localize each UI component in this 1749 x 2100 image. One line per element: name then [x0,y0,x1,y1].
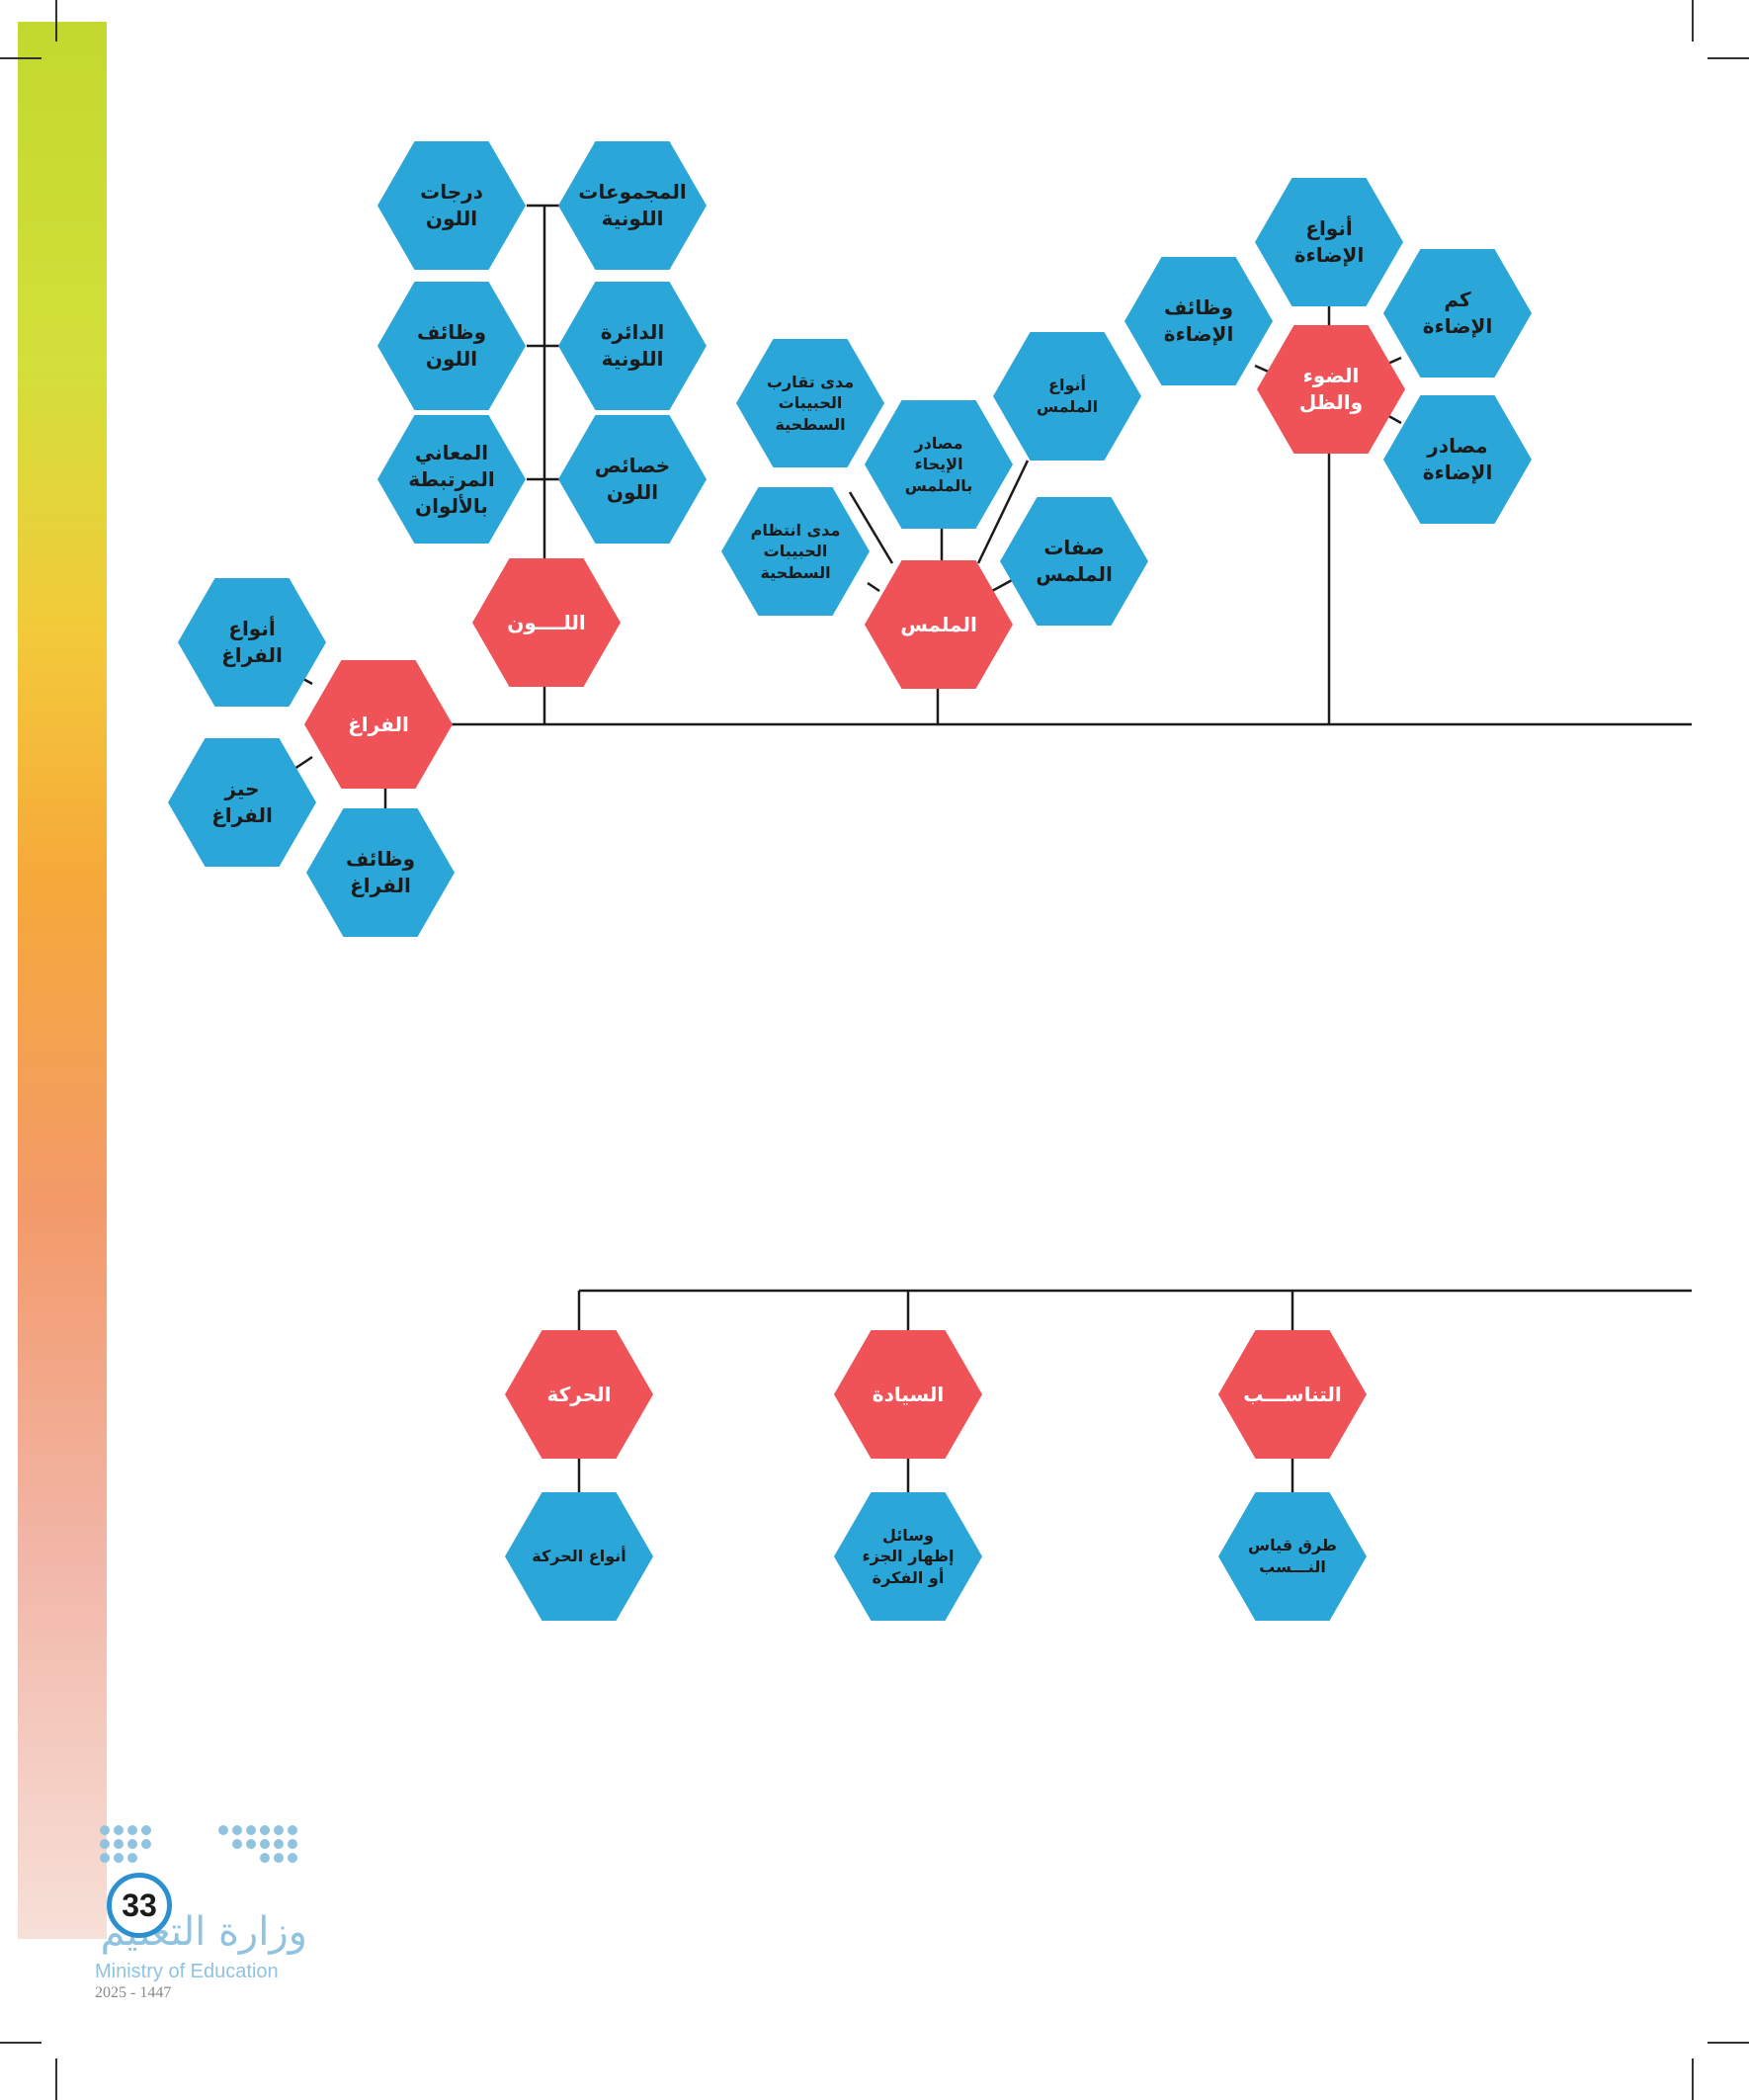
crop-mark [0,57,42,59]
crop-mark [1692,0,1694,42]
crop-mark [1707,57,1749,59]
decorative-gradient-stripe [18,22,107,1939]
node-color: اللــــون [472,558,621,687]
node-light-types: أنواع الإضاءة [1255,178,1403,306]
year-label: 2025 - 1447 [95,1984,172,2001]
ministry-logo-dots [100,1825,297,1863]
node-color-degrees: درجات اللون [377,141,526,270]
node-space-functions: وظائف الفراغ [306,808,455,937]
node-space: الفراغ [304,660,453,789]
page-number: 33 [107,1873,172,1938]
node-texture-qualities: صفات الملمس [1000,497,1148,626]
crop-mark [1692,2058,1694,2100]
node-space-extent: حيز الفراغ [168,738,316,867]
node-space-types: أنواع الفراغ [178,578,326,707]
crop-mark [1707,2042,1749,2044]
crop-mark [55,0,57,42]
node-color-groups: المجموعات اللونية [558,141,707,270]
crop-mark [0,2042,42,2044]
crop-mark [55,2058,57,2100]
node-texture-regularity: مدى انتظام الحبيبات السطحية [721,487,870,616]
node-texture: الملمس [865,560,1013,689]
ministry-name-english: Ministry of Education [95,1961,279,1982]
